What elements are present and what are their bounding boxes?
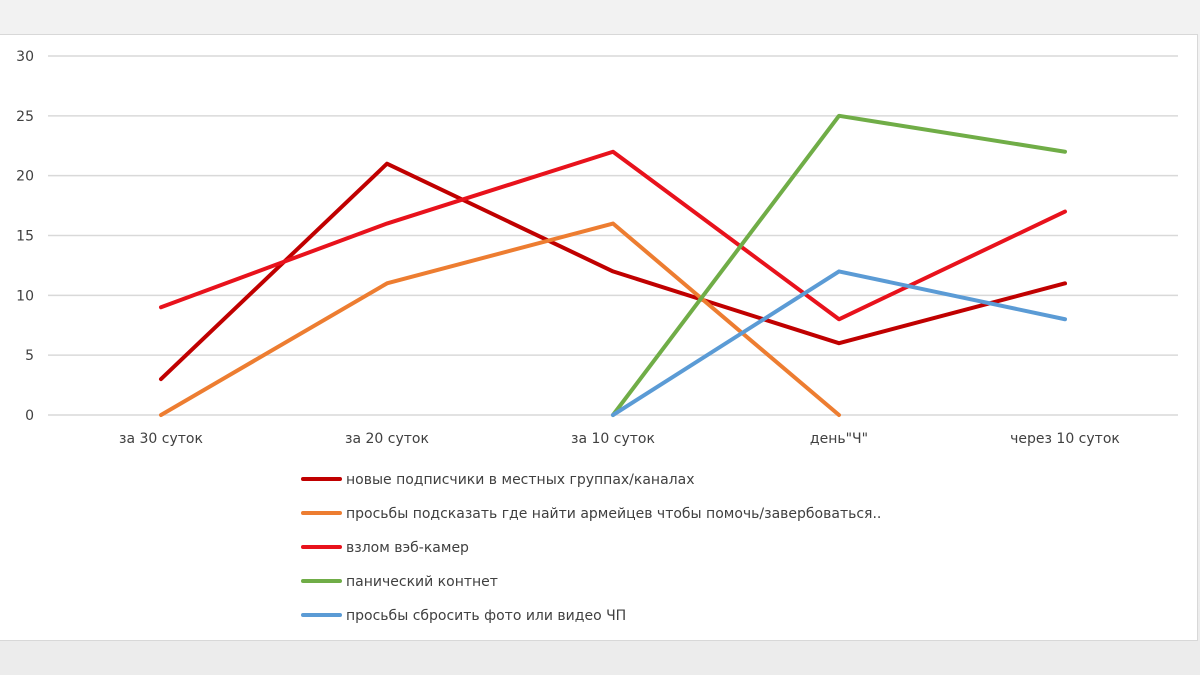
legend-label: просьбы сбросить фото или видео ЧП bbox=[346, 608, 626, 624]
x-category-label: за 10 суток bbox=[571, 431, 655, 447]
series-line-4 bbox=[611, 269, 1067, 417]
legend-item: просьбы подсказать где найти армейцев чт… bbox=[301, 506, 881, 522]
y-tick-label: 20 bbox=[16, 169, 34, 185]
x-category-label: за 30 суток bbox=[119, 431, 203, 447]
legend-label: новые подписчики в местных группах/канал… bbox=[346, 472, 694, 488]
x-axis: за 30 суток за 20 суток за 10 суток день"Ч"… bbox=[119, 431, 1120, 447]
legend-item: взлом вэб-камер bbox=[301, 540, 469, 556]
series-lines bbox=[159, 113, 1067, 417]
legend-label: просьбы подсказать где найти армейцев чт… bbox=[346, 506, 881, 522]
legend-item: панический контнет bbox=[301, 574, 498, 590]
legend-label: панический контнет bbox=[346, 574, 498, 590]
y-tick-label: 0 bbox=[25, 408, 34, 424]
legend-label: взлом вэб-камер bbox=[346, 540, 469, 556]
series-line-1 bbox=[159, 221, 841, 417]
legend-item: просьбы сбросить фото или видео ЧП bbox=[301, 608, 626, 624]
x-category-label: день"Ч" bbox=[810, 431, 868, 447]
y-tick-label: 10 bbox=[16, 288, 34, 304]
legend: новые подписчики в местных группах/канал… bbox=[301, 472, 881, 624]
series-line-2 bbox=[159, 149, 1067, 322]
x-category-label: за 20 суток bbox=[345, 431, 429, 447]
gridlines bbox=[48, 55, 1178, 416]
y-tick-label: 30 bbox=[16, 49, 34, 65]
x-category-label: через 10 суток bbox=[1010, 431, 1120, 447]
series-line-0 bbox=[159, 161, 1067, 382]
series-line-3 bbox=[611, 113, 1067, 417]
legend-item: новые подписчики в местных группах/канал… bbox=[301, 472, 694, 488]
y-tick-label: 25 bbox=[16, 109, 34, 125]
y-axis: 0 5 10 15 20 25 30 bbox=[16, 49, 34, 424]
y-tick-label: 5 bbox=[25, 348, 34, 364]
y-tick-label: 15 bbox=[16, 229, 34, 245]
chart-frame bbox=[0, 34, 1198, 641]
